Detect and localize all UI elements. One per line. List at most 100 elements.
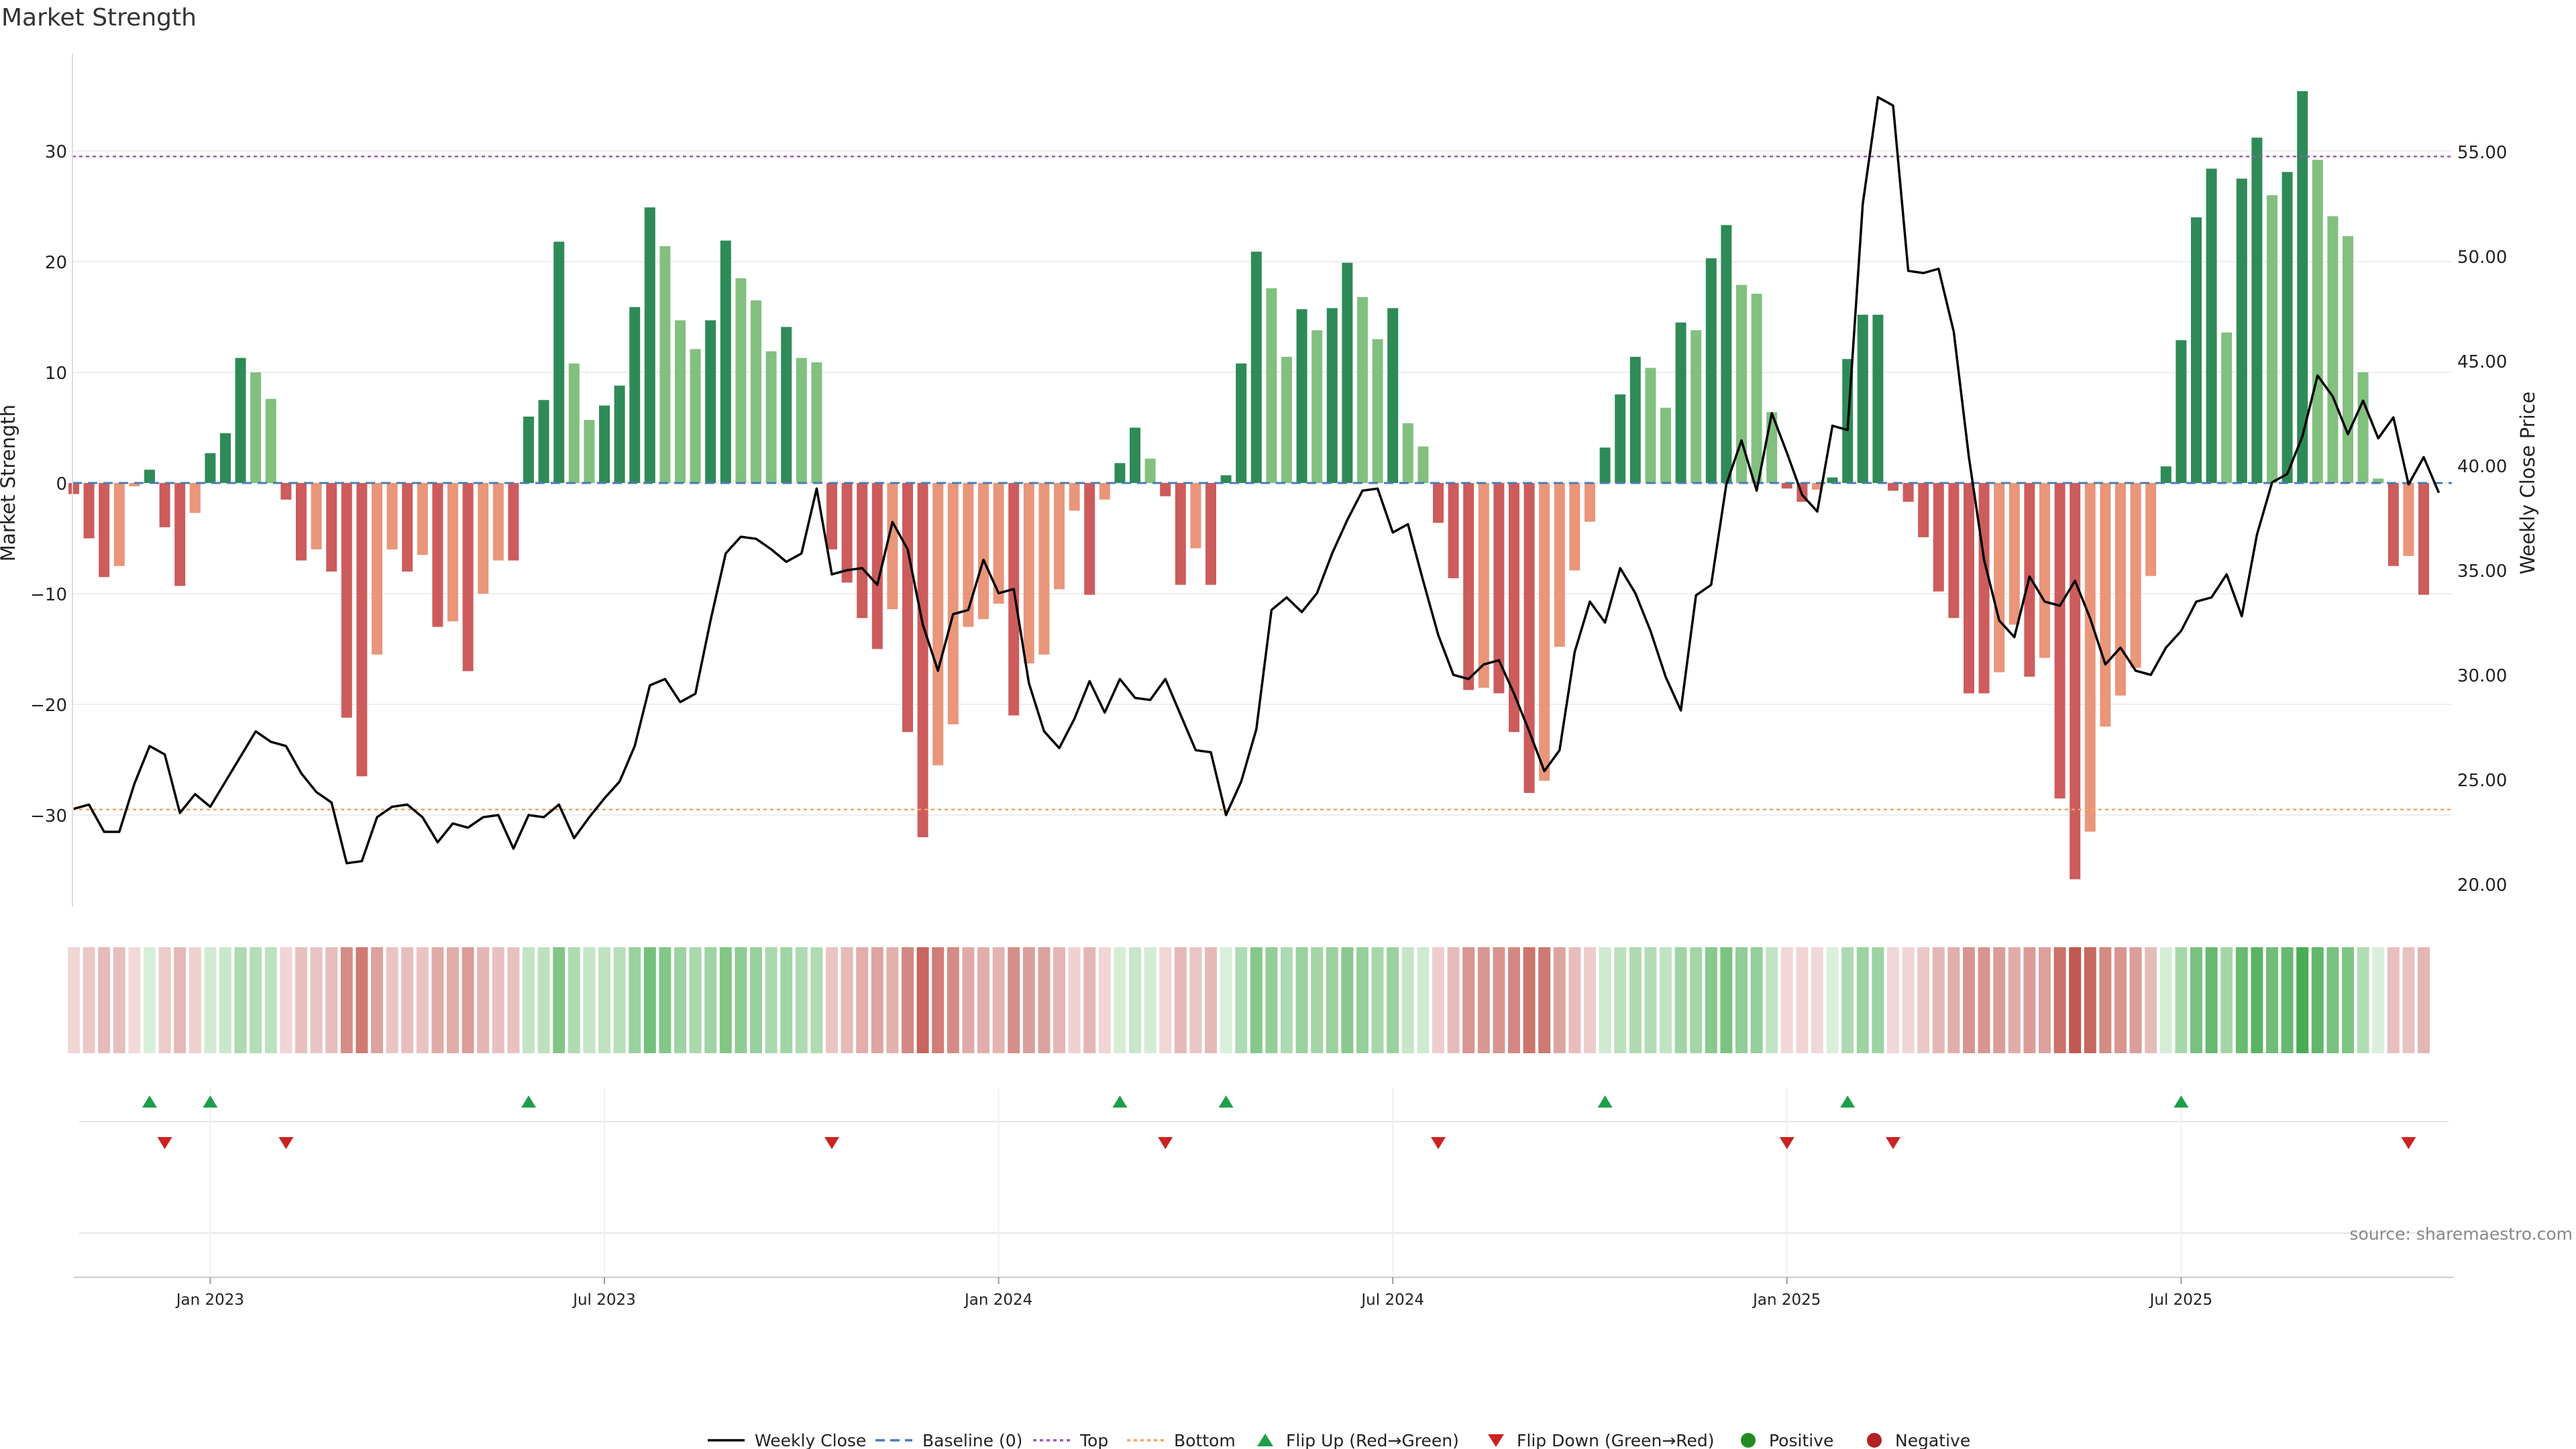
heat-cell: [371, 947, 383, 1053]
strength-bar: [205, 453, 216, 483]
strength-bar: [796, 358, 807, 483]
strength-bar: [372, 483, 382, 655]
heat-cell: [1963, 947, 1975, 1053]
flip-up-marker: [2174, 1095, 2189, 1108]
flip-down-marker: [157, 1137, 172, 1149]
y-left-tick-label: −20: [30, 696, 67, 716]
strength-bar: [326, 483, 337, 572]
heat-cell: [113, 947, 125, 1053]
heat-cell: [1644, 947, 1657, 1053]
heat-cell: [2129, 947, 2142, 1053]
strength-bar: [1069, 483, 1080, 511]
heat-cell: [340, 947, 353, 1053]
heat-cell: [2235, 947, 2248, 1053]
heat-cell: [1083, 947, 1096, 1053]
heat-cell: [1917, 947, 1930, 1053]
strength-bar: [129, 483, 140, 486]
heat-cell: [795, 947, 808, 1053]
heat-cell: [1720, 947, 1733, 1053]
heat-cell: [1250, 947, 1263, 1053]
heat-cell: [447, 947, 459, 1053]
strength-bar: [1144, 458, 1156, 483]
strength-bar: [1326, 308, 1338, 483]
heat-cell: [947, 947, 959, 1053]
y-right-tick-label: 40.00: [2457, 457, 2507, 477]
strength-bar: [1054, 483, 1065, 590]
strength-bar: [341, 483, 352, 718]
strength-bar: [462, 483, 474, 672]
x-tick-label: Jul 2025: [2149, 1291, 2213, 1309]
heat-cell: [765, 947, 777, 1053]
x-tick-label: Jan 2025: [1752, 1291, 1821, 1309]
heat-cell: [1326, 947, 1338, 1053]
strength-bar: [144, 470, 155, 483]
heat-cell: [492, 947, 504, 1053]
strength-bar: [1964, 483, 1974, 694]
heat-cell: [583, 947, 596, 1053]
strength-bar: [2008, 483, 2020, 625]
legend-swatch: [1741, 1433, 1756, 1448]
heat-cell: [2069, 947, 2082, 1053]
strength-bar: [1978, 483, 1990, 694]
heat-cell: [2205, 947, 2218, 1053]
chart-title: Market Strength: [1, 4, 197, 32]
strength-bar: [1721, 225, 1732, 483]
heat-cell: [83, 947, 95, 1053]
flip-up-marker: [1840, 1095, 1856, 1108]
strength-bar: [68, 483, 79, 494]
strength-bar: [1539, 483, 1550, 781]
y-axis-right-label: Weekly Close Price: [2516, 392, 2539, 575]
strength-bar: [1705, 258, 1717, 483]
heat-cell: [310, 947, 323, 1053]
heat-cell: [1311, 947, 1324, 1053]
strength-bar: [1311, 330, 1323, 483]
strength-bar: [2236, 178, 2247, 483]
heat-cell: [629, 947, 641, 1053]
heat-cell: [2023, 947, 2036, 1053]
strength-bar: [781, 327, 792, 483]
heat-cell: [1341, 947, 1354, 1053]
heat-cell: [325, 947, 338, 1053]
heat-cell: [1493, 947, 1505, 1053]
strength-bar: [2343, 236, 2353, 483]
heat-cell: [1114, 947, 1126, 1053]
strength-bar: [2357, 372, 2369, 483]
flip-panel-grid: [79, 1088, 2449, 1275]
heat-cell: [1705, 947, 1717, 1053]
heat-cell: [902, 947, 914, 1053]
heat-cell: [1159, 947, 1172, 1053]
heat-cell: [826, 947, 838, 1053]
heat-cell: [2418, 947, 2430, 1053]
heat-cell: [1417, 947, 1430, 1053]
heat-cell: [386, 947, 398, 1053]
heat-cell: [871, 947, 883, 1053]
heat-cell: [1690, 947, 1703, 1053]
strength-bar: [1402, 423, 1413, 483]
strength-bar: [250, 372, 262, 483]
strength-bar: [735, 278, 747, 483]
heat-cell: [416, 947, 429, 1053]
heat-cell: [932, 947, 945, 1053]
weekly-close-line: [73, 96, 2440, 865]
heat-cell: [992, 947, 1005, 1053]
y-left-tick-label: 0: [56, 474, 67, 494]
strength-bar: [2145, 483, 2157, 576]
strength-bar: [705, 320, 716, 483]
heat-cell: [1780, 947, 1793, 1053]
heat-cell: [1295, 947, 1308, 1053]
strength-bar: [1372, 339, 1383, 483]
strength-bar: [1888, 483, 1898, 491]
strength-heat-strip: [68, 947, 2430, 1053]
heat-cell: [1523, 947, 1536, 1053]
strength-bar: [1099, 483, 1110, 500]
heat-cell: [1568, 947, 1581, 1053]
weekly-close-series: [73, 96, 2440, 865]
strength-bar: [113, 483, 125, 566]
legend-label: Flip Down (Green→Red): [1517, 1431, 1715, 1449]
flip-down-marker: [1158, 1137, 1173, 1149]
y-right-tick-label: 35.00: [2457, 561, 2507, 582]
strength-bar: [356, 483, 368, 777]
heat-cell: [1129, 947, 1141, 1053]
strength-bar: [1448, 483, 1459, 578]
